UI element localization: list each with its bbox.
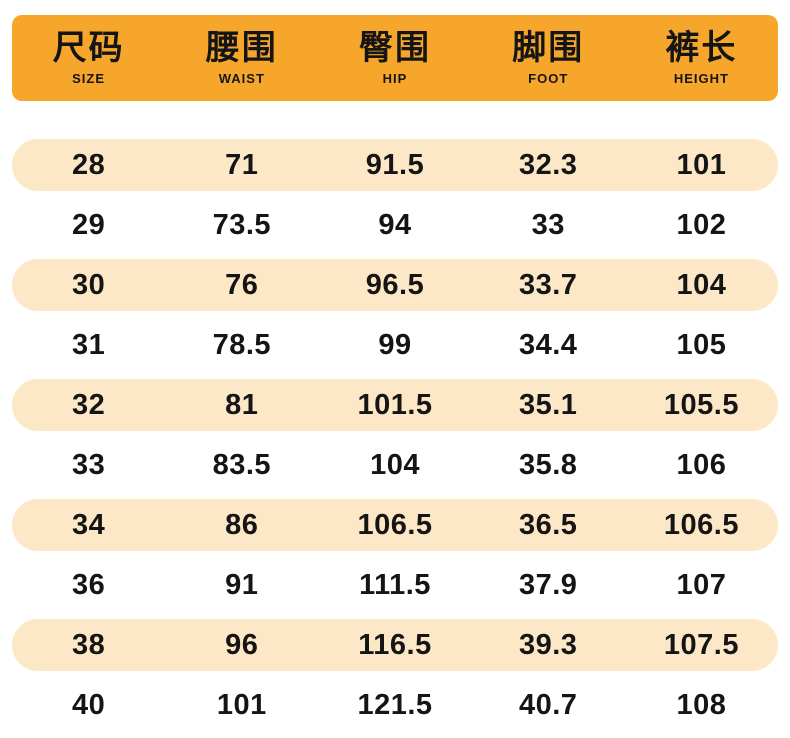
- table-row: 33 83.5 104 35.8 106: [12, 439, 778, 491]
- table-cell: 91: [225, 568, 259, 601]
- table-cell: 104: [370, 448, 420, 481]
- header-cell-height: 裤长 HEIGHT: [625, 15, 778, 101]
- table-cell: 39.3: [518, 628, 578, 661]
- table-cell: 28: [71, 148, 106, 181]
- header-label-zh: 臀围: [359, 29, 431, 68]
- table-cell: 94: [378, 208, 412, 241]
- header-label-zh: 尺码: [52, 29, 125, 68]
- table-cell: 86: [225, 508, 259, 541]
- table-cell: 37.9: [518, 568, 578, 601]
- table-cell: 73.5: [212, 208, 272, 241]
- header-cell-size: 尺码 SIZE: [12, 15, 165, 101]
- table-row: 32 81 101.5 35.1 105.5: [12, 379, 778, 431]
- table-cell: 40: [71, 688, 106, 721]
- table-cell: 29: [71, 208, 106, 241]
- table-cell: 34: [71, 508, 106, 541]
- header-cell-foot: 脚围 FOOT: [472, 15, 625, 101]
- table-cell: 35.8: [518, 448, 578, 481]
- table-cell: 111.5: [359, 568, 431, 601]
- table-cell: 38: [71, 628, 106, 661]
- table-cell: 78.5: [212, 328, 272, 361]
- table-cell: 116.5: [358, 628, 432, 661]
- header-label-en: SIZE: [72, 70, 106, 86]
- table-cell: 96.5: [365, 268, 425, 301]
- header-label-en: HEIGHT: [673, 70, 729, 86]
- table-cell: 106.5: [663, 508, 739, 541]
- table-cell: 106: [676, 448, 727, 481]
- header-cell-waist: 腰围 WAIST: [165, 15, 318, 101]
- table-cell: 83.5: [212, 448, 272, 481]
- header-label-zh: 脚围: [512, 29, 585, 68]
- header-label-en: FOOT: [528, 70, 569, 86]
- table-cell: 99: [378, 328, 412, 361]
- table-row: 30 76 96.5 33.7 104: [12, 259, 778, 311]
- header-label-en: HIP: [382, 70, 408, 86]
- table-cell: 30: [71, 268, 106, 301]
- table-cell: 107: [676, 568, 727, 601]
- table-cell: 101: [216, 688, 267, 721]
- table-cell: 40.7: [518, 688, 578, 721]
- table-row: 31 78.5 99 34.4 105: [12, 319, 778, 371]
- table-cell: 96: [225, 628, 259, 661]
- table-cell: 105: [676, 328, 727, 361]
- table-header: 尺码 SIZE 腰围 WAIST 臀围 HIP 脚围 FOOT 裤长 HEIGHT: [12, 15, 778, 101]
- table-cell: 104: [676, 268, 727, 301]
- table-row: 40 101 121.5 40.7 108: [12, 679, 778, 731]
- table-cell: 35.1: [518, 388, 578, 421]
- table-cell: 102: [676, 208, 727, 241]
- table-cell: 107.5: [663, 628, 739, 661]
- header-label-zh: 腰围: [205, 29, 278, 68]
- table-row: 34 86 106.5 36.5 106.5: [12, 499, 778, 551]
- table-cell: 71: [225, 148, 259, 181]
- header-cell-hip: 臀围 HIP: [318, 15, 471, 101]
- table-cell: 105.5: [663, 388, 739, 421]
- table-cell: 33: [71, 448, 106, 481]
- table-cell: 33: [531, 208, 565, 241]
- header-label-zh: 裤长: [665, 29, 738, 68]
- table-row: 29 73.5 94 33 102: [12, 199, 778, 251]
- table-cell: 32: [71, 388, 106, 421]
- header-label-en: WAIST: [218, 70, 265, 86]
- table-cell: 106.5: [357, 508, 433, 541]
- table-cell: 101.5: [357, 388, 433, 421]
- table-cell: 32.3: [518, 148, 578, 181]
- table-cell: 33.7: [518, 268, 578, 301]
- table-cell: 36.5: [518, 508, 578, 541]
- table-cell: 76: [225, 268, 259, 301]
- table-cell: 108: [676, 688, 727, 721]
- table-row: 36 91 111.5 37.9 107: [12, 559, 778, 611]
- table-row: 38 96 116.5 39.3 107.5: [12, 619, 778, 671]
- table-cell: 121.5: [357, 688, 433, 721]
- table-row: 28 71 91.5 32.3 101: [12, 139, 778, 191]
- table-cell: 81: [225, 388, 259, 421]
- table-cell: 101: [676, 148, 727, 181]
- table-cell: 91.5: [365, 148, 425, 181]
- table-cell: 36: [71, 568, 106, 601]
- table-body: 28 71 91.5 32.3 101 29 73.5 94 33 102 30 76 96.5 33.7…: [12, 139, 778, 731]
- table-cell: 31: [71, 328, 106, 361]
- table-cell: 34.4: [518, 328, 578, 361]
